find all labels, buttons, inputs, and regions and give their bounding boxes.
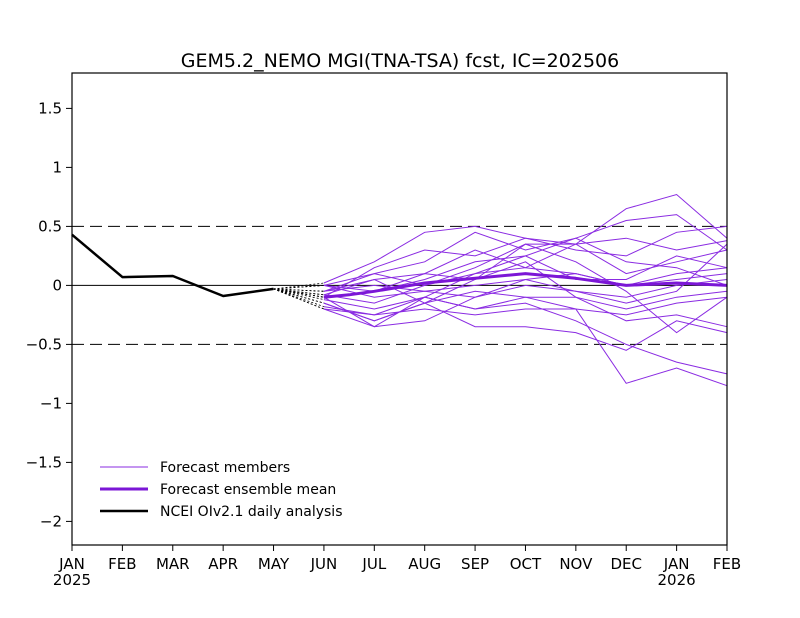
member-line (323, 193, 728, 284)
y-axis: −2 −1.5 −1 −0.5 0 0.5 1 1.5 (26, 99, 72, 530)
legend: Forecast members Forecast ensemble mean … (100, 460, 343, 520)
y-tick-label: −2 (40, 512, 62, 530)
member-line (323, 243, 728, 328)
x-tick-label: AUG (408, 555, 441, 573)
x-axis: JAN FEB MAR APR MAY JUN JUL AUG SEP OCT NOV DEC JAN F… (53, 545, 741, 589)
legend-label-analysis: NCEI OIv2.1 daily analysis (160, 504, 343, 520)
x-tick-label: JAN (58, 555, 85, 573)
legend-label-members: Forecast members (160, 460, 290, 476)
analysis-group (71, 233, 274, 298)
member-line (323, 243, 728, 334)
member-line (323, 237, 728, 304)
plume-line (273, 288, 325, 304)
x-tick-label: NOV (559, 555, 593, 573)
member-line (323, 249, 728, 298)
x-tick-label: MAR (156, 555, 190, 573)
analysis-line (71, 233, 274, 298)
y-tick-label: 1.5 (38, 99, 62, 117)
plot-frame (71, 72, 728, 546)
plume-line (273, 288, 325, 310)
forecast-members (323, 193, 728, 387)
y-tick-label: −0.5 (26, 335, 62, 353)
member-line (323, 296, 728, 316)
x-tick-label: JAN (663, 555, 690, 573)
y-tick-label: 0.5 (38, 217, 62, 235)
y-tick-label: 1 (52, 158, 62, 176)
y-tick-label: −1.5 (26, 453, 62, 471)
x-tick-label: FEB (713, 555, 741, 573)
x-tick-label: FEB (108, 555, 136, 573)
x-tick-label: APR (208, 555, 238, 573)
plume-line (273, 282, 324, 290)
y-tick-label: 0 (52, 276, 62, 294)
chart-title: GEM5.2_NEMO MGI(TNA-TSA) fcst, IC=202506 (181, 50, 619, 72)
member-line (323, 225, 728, 298)
x-tick-label: OCT (510, 555, 542, 573)
y-tick-label: −1 (40, 394, 62, 412)
x-tick-label: JUN (310, 555, 338, 573)
plume-line (273, 288, 324, 296)
x-tick-label: DEC (610, 555, 642, 573)
plume-line (273, 288, 324, 292)
ensemble-mean-line (323, 272, 728, 299)
member-line (323, 302, 728, 351)
x-tick-label: SEP (461, 555, 489, 573)
plume-line (273, 288, 325, 300)
x-year-label: 2025 (53, 571, 91, 589)
member-line (323, 214, 728, 292)
member-line (323, 278, 728, 387)
member-line (323, 279, 728, 298)
initial-spread-plume (273, 282, 325, 310)
x-tick-label: MAY (258, 555, 290, 573)
x-year-label: 2026 (658, 571, 696, 589)
member-line (323, 296, 728, 375)
x-tick-label: JUL (361, 555, 386, 573)
legend-label-ensemble-mean: Forecast ensemble mean (160, 482, 336, 498)
plume-line (273, 285, 324, 290)
ensemble-mean-group (323, 272, 728, 299)
